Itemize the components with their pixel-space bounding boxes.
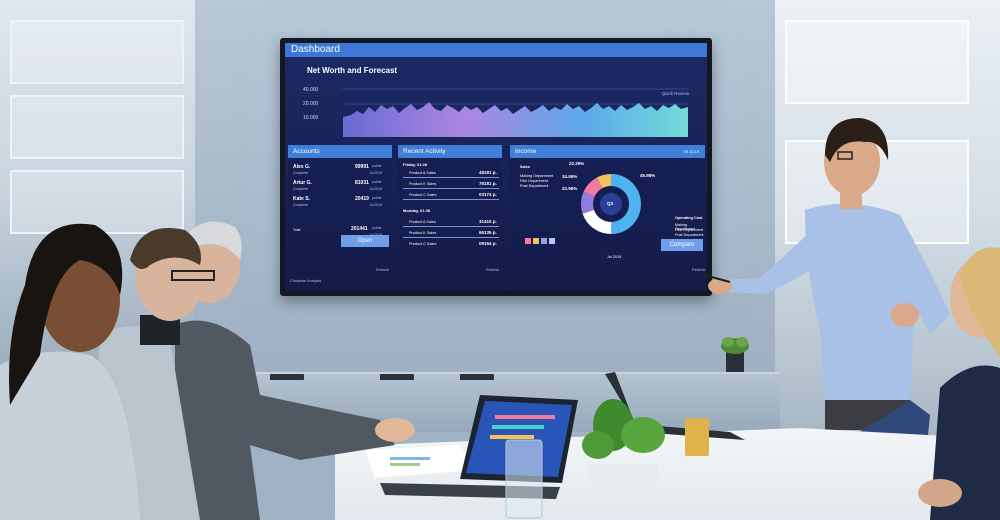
- percent-label: 22.29%: [569, 161, 585, 166]
- table-plant: [582, 399, 665, 485]
- dashboard-title: Dashboard: [291, 44, 340, 55]
- department-label: Film Department: [675, 228, 704, 232]
- activity-item: Product C Sales: [409, 193, 437, 197]
- complete-analysis-link[interactable]: Complete Analysis: [290, 279, 322, 283]
- legend-swatch: [525, 238, 531, 244]
- shelf-slot: [460, 374, 494, 380]
- small-plant: [721, 337, 749, 372]
- open-button[interactable]: Open: [341, 235, 389, 247]
- department-label: Post Department: [520, 184, 549, 188]
- account-unit: points: [372, 196, 382, 200]
- department-label: Making Department: [675, 223, 695, 231]
- account-unit: points: [372, 164, 382, 168]
- y-tick-label: 40.000: [303, 87, 319, 93]
- accounts-header: Accounts: [288, 145, 392, 158]
- total-label: Total: [293, 228, 301, 232]
- activity-value: 31415 p.: [479, 219, 497, 224]
- percent-label: 45.98%: [640, 173, 656, 178]
- account-status: Complete: [293, 203, 308, 207]
- legend-swatch: [541, 238, 547, 244]
- account-unit: points: [372, 180, 382, 184]
- department-label: Making Department: [520, 174, 554, 178]
- recent-activity-header: Recent Activity: [398, 145, 502, 158]
- laptop: [380, 395, 578, 499]
- recent-activity-panel: [398, 158, 502, 266]
- activity-day: Friday, 01.08: [403, 162, 427, 167]
- activity-value: 65135 p.: [479, 230, 497, 235]
- refresh-link[interactable]: Refresh: [486, 268, 500, 272]
- office-window: [10, 170, 184, 234]
- account-name: Alex G.: [293, 164, 311, 170]
- account-points: 20419: [355, 196, 369, 202]
- total-points: 201441: [351, 226, 368, 232]
- activity-value: 09154 p.: [479, 241, 497, 246]
- activity-value: 48181 p.: [479, 170, 497, 175]
- laptop: [605, 372, 745, 440]
- presenter: [703, 118, 950, 430]
- account-status: Complete: [293, 187, 308, 191]
- activity-item: Product A Sales: [409, 220, 436, 224]
- accounts-panel: [288, 158, 392, 266]
- office-window: [785, 20, 969, 104]
- report-paper: [365, 445, 475, 478]
- activity-item: Product A Sales: [409, 171, 436, 175]
- account-name: Artur G.: [293, 180, 312, 186]
- shelf-slot: [270, 374, 304, 380]
- activity-item: Product K Sales: [409, 231, 437, 235]
- month-label: Jul 2019: [607, 255, 622, 259]
- activity-item: Product K Sales: [409, 182, 437, 186]
- account-status: Complete: [293, 171, 308, 175]
- divider: [403, 237, 499, 238]
- income-date: 09.11.19: [683, 149, 699, 154]
- divider: [403, 199, 499, 200]
- refresh-link[interactable]: Refresh: [376, 268, 390, 272]
- attendee-right: [918, 247, 1000, 520]
- y-tick-label: 10.000: [303, 115, 319, 121]
- legend-swatch: [533, 238, 539, 244]
- meeting-table: [335, 428, 1000, 520]
- shelf-slot: [380, 374, 414, 380]
- account-points: 99991: [355, 164, 369, 170]
- account-date: Jul 2019: [369, 171, 383, 175]
- coffee-cup: [685, 418, 709, 456]
- total-unit: points: [372, 226, 382, 230]
- quick-review-link[interactable]: Quick Review: [661, 91, 689, 96]
- refresh-link[interactable]: Refresh: [692, 268, 706, 272]
- account-name: Kate S.: [293, 196, 310, 202]
- water-glass: [505, 439, 543, 519]
- department-label: Film Department: [520, 179, 549, 183]
- income-title: Income: [515, 148, 537, 155]
- compare-button[interactable]: Compare: [661, 239, 703, 251]
- account-points: 81031: [355, 180, 369, 186]
- activity-value: 78181 p.: [479, 181, 497, 186]
- donut-center-label: Q3: [607, 201, 614, 206]
- wall-tv: Dashboard Net Worth and Forecast Quick R…: [280, 38, 712, 296]
- activity-day: Monday, 01.08: [403, 208, 431, 213]
- income-header: Income 09.11.19: [510, 145, 705, 158]
- activity-value: 03174 p.: [479, 192, 497, 197]
- dashboard-header-bar: Dashboard: [285, 43, 707, 57]
- office-window: [10, 20, 184, 84]
- income-donut-chart: [581, 174, 641, 234]
- office-window: [10, 95, 184, 159]
- sales-label: Sales: [520, 165, 530, 169]
- legend-swatch: [549, 238, 555, 244]
- net-worth-area-chart: [343, 88, 688, 137]
- department-label: Post Department: [675, 233, 704, 237]
- divider: [403, 177, 499, 178]
- percent-label: 22.96%: [562, 186, 578, 191]
- percent-label: 34.55%: [562, 174, 578, 179]
- y-tick-label: 20.000: [303, 101, 319, 107]
- operating-cost-label: Operating Cost: [675, 216, 703, 220]
- divider: [403, 226, 499, 227]
- account-date: Jul 2019: [369, 203, 383, 207]
- account-date: Jul 2019: [369, 187, 383, 191]
- attendees: [0, 221, 415, 520]
- net-worth-title: Net Worth and Forecast: [307, 66, 398, 75]
- divider: [403, 188, 499, 189]
- activity-item: Product C Sales: [409, 242, 437, 246]
- dashboard-screen: Dashboard Net Worth and Forecast Quick R…: [285, 43, 707, 291]
